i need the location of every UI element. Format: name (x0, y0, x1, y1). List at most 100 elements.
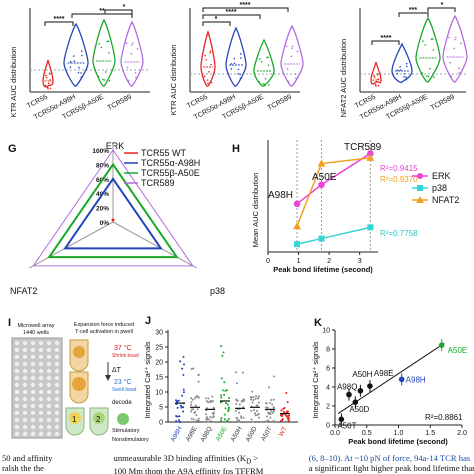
j-dot (227, 408, 230, 411)
microwell (22, 382, 28, 388)
radar-tick-label: 100% (92, 148, 109, 155)
microwell (14, 424, 20, 430)
h-point-p38 (318, 235, 325, 242)
stimulatory-dot (117, 413, 129, 425)
microwell (14, 375, 20, 381)
panel-i: I Microwell array 1440 wells Expansion f… (8, 317, 149, 443)
outcome-stim: Stimulatory (112, 428, 140, 434)
h-point-p38 (367, 224, 374, 231)
j-dot (197, 380, 200, 383)
radar-legend-2: TCR55α-A98H (141, 158, 200, 168)
j-dot (220, 396, 223, 399)
violin-point (432, 49, 435, 51)
microwell (30, 347, 36, 353)
well-illustrations (65, 339, 109, 436)
radar-series (32, 149, 194, 267)
microwell (46, 396, 52, 402)
microwell (14, 340, 20, 346)
violin-point (107, 40, 110, 43)
microwell (14, 361, 20, 367)
j-dot (220, 377, 223, 380)
k-point-label: A50E (448, 346, 468, 355)
violin-point (267, 56, 269, 59)
top-plot-2-sig-3: **** (240, 2, 251, 9)
top-plot-2: KTR AUC distribution * **** **** TCR55 T… (169, 2, 304, 121)
j-dot (194, 410, 197, 413)
h-point-erk (318, 181, 325, 189)
microwell (30, 354, 36, 360)
j-dot (179, 360, 182, 363)
j-dot (190, 368, 193, 371)
j-dot (196, 408, 199, 411)
h-line-NFAT2 (296, 157, 371, 227)
j-dot (257, 395, 260, 398)
microwell (46, 354, 52, 360)
violin-point (126, 66, 129, 69)
violin-point (430, 38, 433, 40)
violin (92, 18, 116, 87)
j-dot (286, 401, 289, 404)
j-dot (254, 414, 257, 417)
top-plot-3-sig-1: **** (381, 35, 392, 42)
panel-h-xticks: 0 1 2 3 (266, 252, 362, 265)
panel-h-label-a50e: A50E (312, 172, 337, 183)
k-point-A50E (438, 342, 445, 349)
microwell (54, 417, 60, 423)
j-dot (267, 419, 270, 422)
k-ytick-label: 6 (326, 366, 330, 373)
j-dot (226, 403, 229, 406)
caption: 50 and affinity ralsh the the unmeasurab… (0, 453, 474, 474)
k-point-A98Q (346, 391, 352, 398)
radar-series-1 (63, 177, 163, 250)
j-ytick-label: 0 (159, 420, 163, 427)
j-xlabel: A50H (230, 425, 244, 443)
violin-point (405, 76, 408, 78)
panel-h: H Mean AUC distribution 0 1 2 3 Peak bond l… (232, 140, 459, 274)
j-dot (269, 416, 272, 419)
t23-label: Swell bead (112, 387, 137, 393)
caption-middle-text: unmeasurable 3D binding affinities (K (113, 453, 247, 463)
microwell (54, 389, 60, 395)
violin (370, 61, 382, 85)
j-dot (220, 419, 223, 422)
j-dot (241, 399, 244, 402)
j-dot (280, 409, 283, 412)
microwell (54, 368, 60, 374)
j-dot (238, 411, 241, 414)
violin-point (80, 76, 83, 78)
violin-point (294, 73, 297, 76)
microwell (30, 375, 36, 381)
violin-point (449, 74, 452, 77)
j-dot (252, 399, 255, 402)
microwell (22, 396, 28, 402)
j-dot (220, 345, 223, 348)
decode-label: decode (112, 400, 132, 406)
k-ytick-label: 4 (326, 385, 330, 392)
caption-middle-end: > (251, 453, 259, 463)
j-dot (197, 373, 200, 376)
panel-g-letter: G (8, 143, 17, 155)
j-dot (175, 420, 178, 423)
j-dot (250, 398, 253, 401)
j-dot (177, 399, 180, 402)
violin-point (206, 79, 209, 81)
violin-point (427, 75, 430, 78)
top-plot-1-xlabel-4: TCR589 (107, 94, 133, 112)
j-dot (242, 416, 245, 419)
microwell (54, 396, 60, 402)
violin-point (405, 78, 408, 81)
panel-h-legend-p38: p38 (432, 183, 447, 193)
violin-point (209, 51, 212, 54)
microwell (54, 347, 60, 353)
violin-point (103, 79, 106, 81)
microwell (38, 354, 44, 360)
violin-point (426, 75, 428, 77)
k-point-label: A50H (352, 370, 372, 379)
violin-point (80, 72, 82, 74)
violin (42, 59, 54, 88)
microwell (54, 403, 60, 409)
violin-point (233, 57, 235, 60)
microwell (30, 382, 36, 388)
top-plot-3-violins (360, 14, 468, 87)
panel-j-yticks: 0 5 10 15 20 25 30 (155, 330, 168, 427)
